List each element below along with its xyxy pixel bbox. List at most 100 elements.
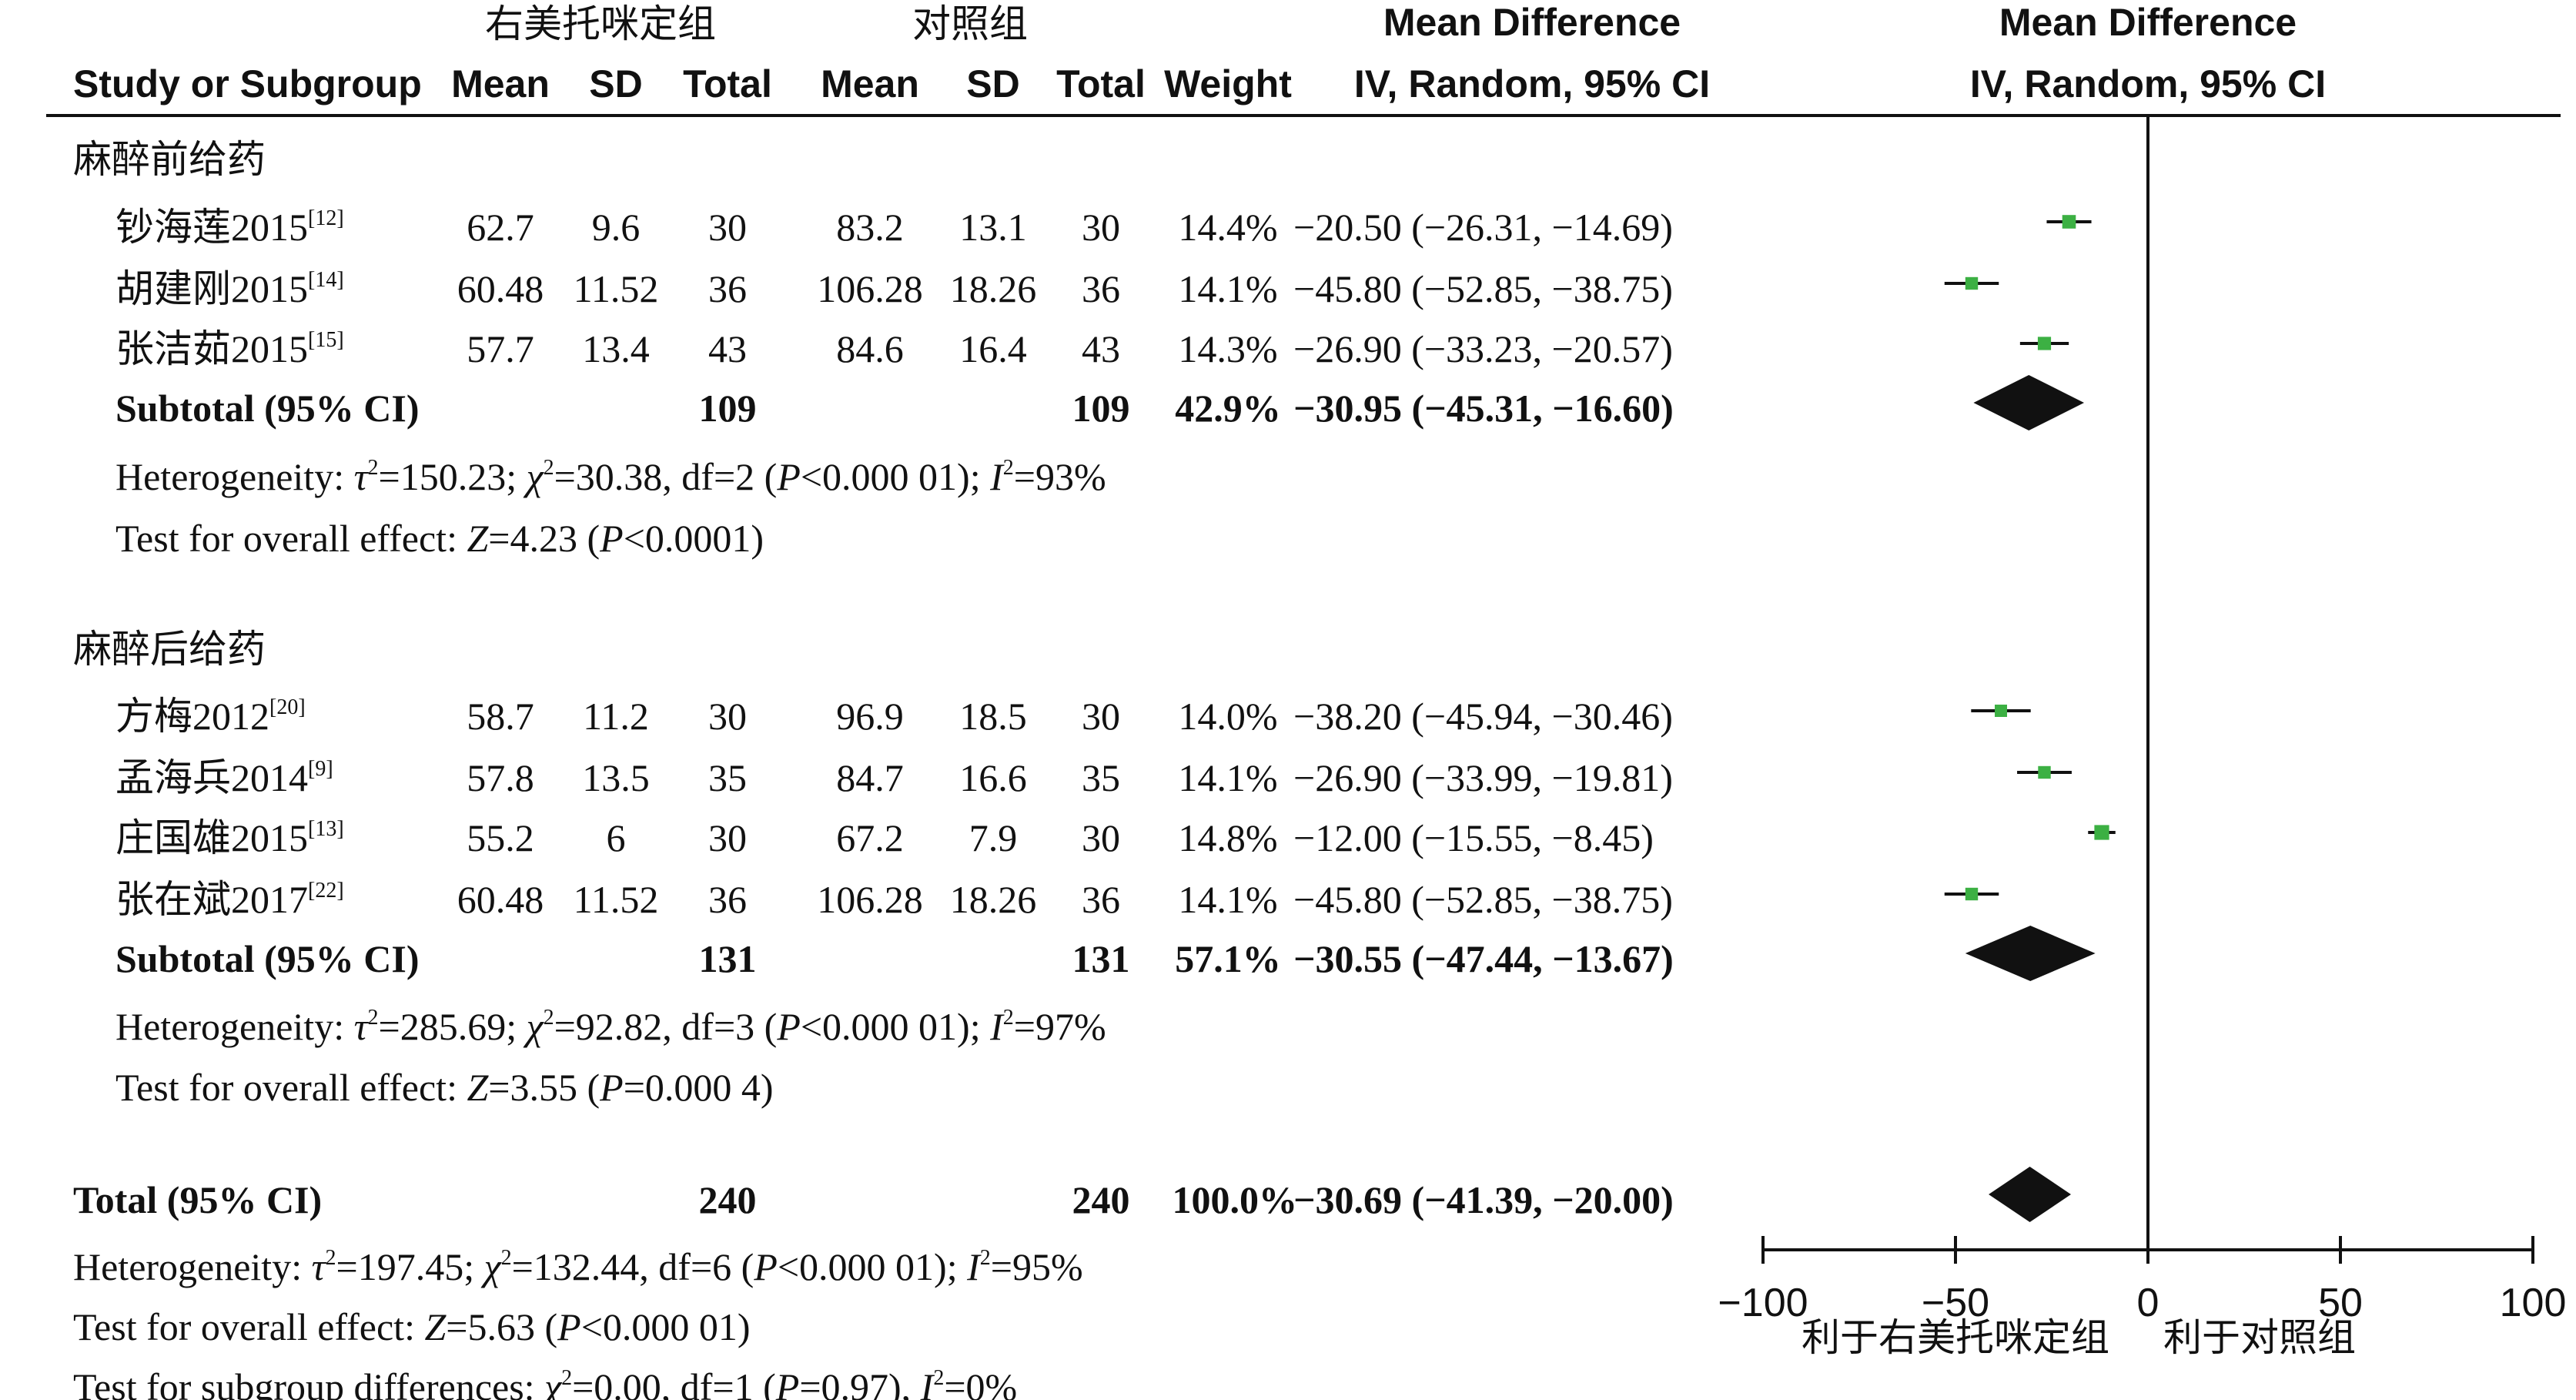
superscript-2: 2: [1002, 456, 1014, 480]
md-header-left: Mean Difference: [1383, 1, 1681, 44]
heterogeneity-stats-i-sym: I: [990, 1005, 1003, 1048]
overall-effect-stats-p-sym: P: [600, 1066, 624, 1109]
study-label: 庄国雄2015: [115, 816, 308, 859]
sd-exp-header: SD: [589, 62, 643, 106]
total-heterogeneity-stats: Heterogeneity: τ2=197.45; χ2=132.44, df=…: [73, 1245, 1083, 1288]
total-ctl-value: 35: [1082, 756, 1120, 799]
x-tick-label: −100: [1718, 1281, 1808, 1325]
mean-ctl-value: 83.2: [836, 206, 904, 249]
sd-ctl-value: 7.9: [969, 816, 1018, 859]
heterogeneity-stats-p-sym: P: [777, 455, 801, 498]
study-reference: [20]: [269, 695, 306, 719]
study-label: 张在斌2017: [115, 878, 308, 921]
study-point-marker: [2094, 825, 2109, 840]
subgroup-differences-stats-prefix: Test for subgroup differences:: [73, 1365, 545, 1400]
superscript-2: 2: [979, 1246, 991, 1270]
mean-exp-value: 55.2: [467, 816, 534, 859]
total-overall-effect-stats-prefix: Test for overall effect:: [73, 1305, 425, 1348]
heterogeneity-stats-p-val: <0.000 01);: [800, 1005, 991, 1048]
subtotal-total-ctl: 109: [1072, 387, 1130, 430]
superscript-2: 2: [325, 1246, 336, 1270]
study-point-marker: [2037, 337, 2052, 350]
subgroup-differences-stats-i-val: =0%: [944, 1365, 1018, 1400]
subtotal-label: Subtotal (95% CI): [115, 937, 420, 980]
heterogeneity-stats-i-sym: I: [990, 455, 1003, 498]
total-exp-value: 43: [708, 327, 747, 370]
weight-value: 14.1%: [1178, 878, 1278, 921]
sd-ctl-value: 16.4: [959, 327, 1027, 370]
subgroup-title: 麻醉前给药: [73, 137, 266, 182]
total-total-exp: 240: [698, 1178, 757, 1221]
x-tick-label: 100: [2500, 1281, 2567, 1325]
superscript-2: 2: [933, 1366, 945, 1390]
study-name: 方梅2012[20]: [115, 695, 306, 736]
total-exp-value: 36: [708, 267, 747, 310]
sd-ctl-value: 16.6: [959, 756, 1027, 799]
subgroup-differences-stats-i-sym: I: [920, 1365, 934, 1400]
subgroup-differences-stats-p-sym: P: [775, 1365, 800, 1400]
heterogeneity-stats-tau-sym: τ: [353, 455, 368, 498]
favours-control-label: 利于对照组: [2163, 1315, 2356, 1360]
study-name: 张洁茹2015[15]: [115, 327, 344, 370]
study-label: 胡建刚2015: [115, 267, 308, 310]
subtotal-ci: −30.95 (−45.31, −16.60): [1293, 387, 1674, 430]
md-header-right: Mean Difference: [1999, 1, 2297, 44]
total-ctl-value: 30: [1082, 206, 1120, 249]
overall-effect-stats-z-val: =4.23 (: [488, 517, 601, 560]
total-ctl-header: Total: [1056, 62, 1146, 106]
mean-ctl-value: 84.6: [836, 327, 904, 370]
sd-exp-value: 13.4: [582, 327, 650, 370]
total-overall-effect-stats-p-sym: P: [557, 1305, 581, 1348]
study-point-marker: [2062, 215, 2076, 229]
x-tick-label: 0: [2137, 1281, 2159, 1325]
mean-exp-value: 62.7: [467, 206, 534, 249]
total-heterogeneity-stats-chi-val: =132.44, df=6 (: [511, 1245, 754, 1288]
subtotal-weight: 57.1%: [1175, 937, 1281, 980]
pooled-diamond: [1989, 1167, 2071, 1222]
pooled-diamond: [1965, 926, 2096, 981]
weight-header: Weight: [1164, 62, 1292, 106]
heterogeneity-stats-tau-val: =285.69;: [378, 1005, 527, 1048]
md-subheader-right: IV, Random, 95% CI: [1969, 62, 2327, 106]
mean-ctl-value: 67.2: [836, 816, 904, 859]
study-name: 张在斌2017[22]: [115, 880, 344, 919]
sd-exp-value: 9.6: [591, 206, 641, 249]
subtotal-label: Subtotal (95% CI): [115, 387, 420, 430]
sd-ctl-value: 13.1: [959, 206, 1027, 249]
heterogeneity-stats: Heterogeneity: τ2=285.69; χ2=92.82, df=3…: [115, 1005, 1106, 1048]
heterogeneity-stats-prefix: Heterogeneity:: [115, 1005, 354, 1048]
total-exp-value: 30: [708, 695, 747, 738]
weight-value: 14.1%: [1178, 756, 1278, 799]
heterogeneity-stats-chi-val: =30.38, df=2 (: [554, 455, 778, 498]
favours-experimental-label: 利于右美托咪定组: [1802, 1315, 2109, 1360]
superscript-2: 2: [500, 1246, 512, 1270]
heterogeneity-stats-prefix: Heterogeneity:: [115, 455, 354, 498]
study-column-header: Study or Subgroup: [73, 62, 422, 106]
x-tick-label: 50: [2318, 1281, 2363, 1325]
total-heterogeneity-stats-i-val: =95%: [990, 1245, 1083, 1288]
superscript-2: 2: [367, 456, 379, 480]
mean-ctl-value: 84.7: [836, 756, 904, 799]
total-heterogeneity-stats-tau-val: =197.45;: [336, 1245, 484, 1288]
study-reference: [12]: [308, 206, 344, 230]
total-ctl-value: 30: [1082, 695, 1120, 738]
study-label: 张洁茹2015: [115, 327, 308, 370]
weight-value: 14.0%: [1178, 695, 1278, 738]
overall-effect-stats: Test for overall effect: Z=3.55 (P=0.000…: [115, 1068, 774, 1107]
md-subheader-left: IV, Random, 95% CI: [1353, 62, 1711, 106]
subgroup-differences-stats: Test for subgroup differences: χ2=0.00, …: [73, 1368, 1017, 1400]
subtotal-total-exp: 131: [698, 937, 757, 980]
mean-ctl-value: 106.28: [817, 267, 923, 310]
study-point-marker: [1995, 705, 2007, 717]
heterogeneity-stats-p-val: <0.000 01);: [800, 455, 991, 498]
study-label: 孟海兵2014: [115, 756, 308, 799]
weight-value: 14.8%: [1178, 816, 1278, 859]
study-reference: [9]: [308, 757, 333, 781]
mean-exp-value: 57.8: [467, 756, 534, 799]
weight-value: 14.4%: [1178, 206, 1278, 249]
total-exp-header: Total: [683, 62, 772, 106]
study-reference: [15]: [308, 328, 344, 352]
mean-exp-value: 60.48: [457, 878, 544, 921]
total-weight: 100.0%: [1172, 1178, 1298, 1221]
